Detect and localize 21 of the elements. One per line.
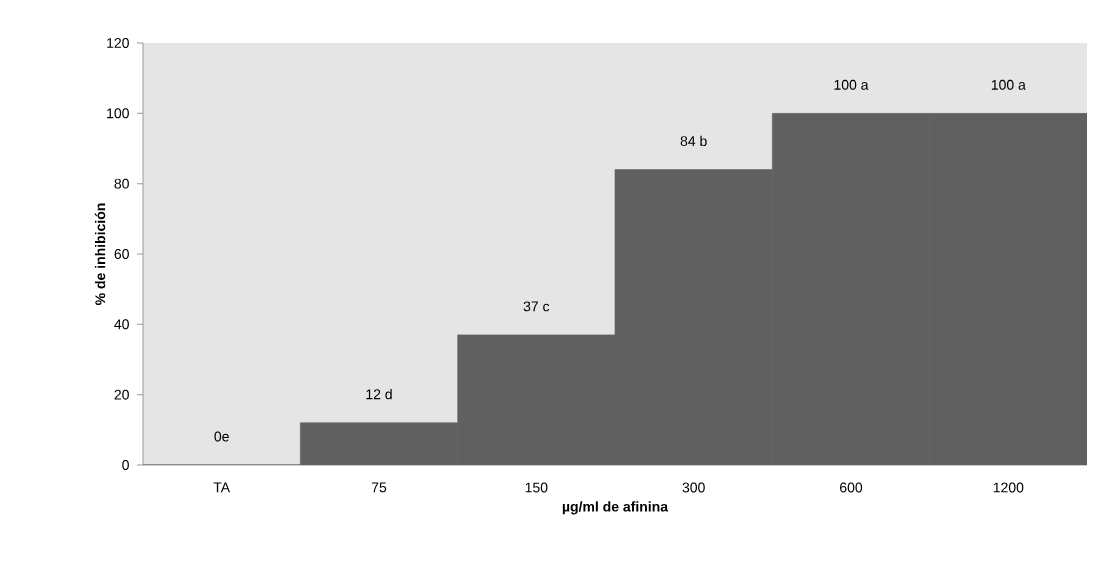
- y-tick-label: 40: [114, 319, 129, 330]
- x-axis-title: µg/ml de afinina: [562, 501, 669, 515]
- x-tick-label: 75: [371, 482, 387, 493]
- y-tick-label: 0: [122, 460, 129, 470]
- data-label: 84 b: [680, 135, 707, 147]
- y-tick-label: 20: [114, 389, 129, 400]
- data-label: 12 d: [366, 388, 392, 400]
- x-tick-label: 150: [525, 482, 548, 493]
- y-tick-label: 80: [114, 178, 129, 189]
- y-tick-label: 100: [107, 108, 129, 119]
- x-tick-label: 1200: [993, 482, 1024, 493]
- y-tick-label: 60: [114, 249, 129, 259]
- data-label: 100 a: [991, 79, 1026, 90]
- y-axis-title: % de inhibición: [94, 203, 106, 305]
- data-label: 0e: [214, 431, 229, 442]
- x-tick-label: 300: [682, 482, 705, 493]
- data-label: 100 a: [834, 79, 869, 90]
- y-tick-label: 120: [107, 38, 129, 48]
- x-tick-label: TA: [213, 482, 231, 493]
- x-tick-label: 600: [840, 482, 863, 493]
- data-label: 37 c: [523, 301, 550, 312]
